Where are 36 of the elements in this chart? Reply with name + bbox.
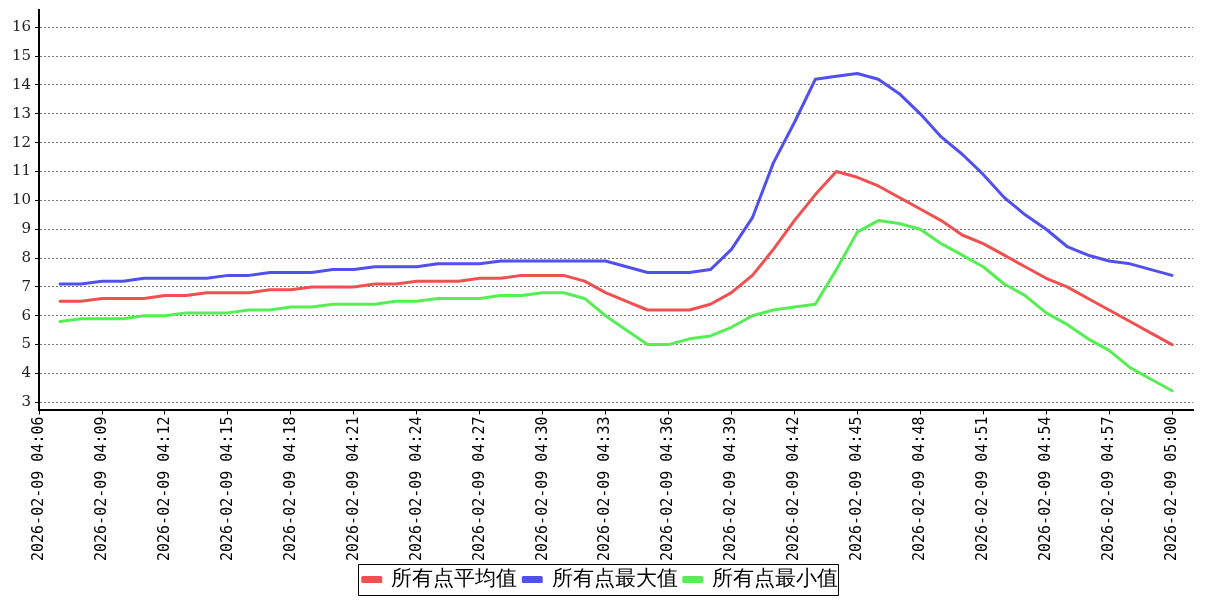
x-tick-label: 2026-02-09 04:57 bbox=[1098, 416, 1117, 562]
x-tick-label: 2026-02-09 04:45 bbox=[847, 416, 866, 562]
y-tick-label: 11 bbox=[11, 161, 32, 180]
y-tick-label: 16 bbox=[11, 17, 32, 36]
x-tick-label: 2026-02-09 04:30 bbox=[532, 416, 551, 562]
y-tick-label: 4 bbox=[21, 363, 32, 382]
x-tick-label: 2026-02-09 04:12 bbox=[154, 416, 173, 562]
y-tick-label: 6 bbox=[21, 305, 32, 324]
y-tick-label: 7 bbox=[21, 276, 32, 295]
x-tick-label: 2026-02-09 04:15 bbox=[217, 416, 236, 562]
x-tick-label: 2026-02-09 04:24 bbox=[406, 416, 425, 562]
y-tick-label: 9 bbox=[21, 219, 32, 238]
y-tick-label: 13 bbox=[11, 103, 32, 122]
x-tick-label: 2026-02-09 04:39 bbox=[721, 416, 740, 562]
x-tick-label: 2026-02-09 04:33 bbox=[595, 416, 614, 562]
legend-label: 所有点平均值 bbox=[391, 566, 518, 591]
x-tick-label: 2026-02-09 04:09 bbox=[91, 416, 110, 562]
y-tick-label: 8 bbox=[21, 247, 32, 266]
x-tick-label: 2026-02-09 04:36 bbox=[658, 416, 677, 562]
x-tick-label: 2026-02-09 04:27 bbox=[469, 416, 488, 562]
x-tick-label: 2026-02-09 04:48 bbox=[910, 416, 929, 562]
y-tick-label: 12 bbox=[11, 132, 32, 151]
x-tick-label: 2026-02-09 04:42 bbox=[784, 416, 803, 562]
x-tick-label: 2026-02-09 05:00 bbox=[1161, 416, 1180, 562]
y-tick-label: 14 bbox=[11, 74, 32, 93]
legend-label: 所有点最大值 bbox=[551, 566, 678, 591]
x-tick-label: 2026-02-09 04:51 bbox=[973, 416, 992, 562]
y-tick-label: 5 bbox=[21, 334, 32, 353]
x-tick-label: 2026-02-09 04:06 bbox=[28, 416, 47, 562]
y-tick-label: 10 bbox=[11, 190, 32, 209]
y-tick-label: 15 bbox=[11, 46, 32, 65]
x-tick-label: 2026-02-09 04:18 bbox=[280, 416, 299, 562]
x-tick-label: 2026-02-09 04:21 bbox=[343, 416, 362, 562]
y-tick-label: 3 bbox=[21, 392, 32, 411]
legend-label: 所有点最小值 bbox=[712, 566, 839, 591]
x-tick-label: 2026-02-09 04:54 bbox=[1036, 416, 1055, 562]
